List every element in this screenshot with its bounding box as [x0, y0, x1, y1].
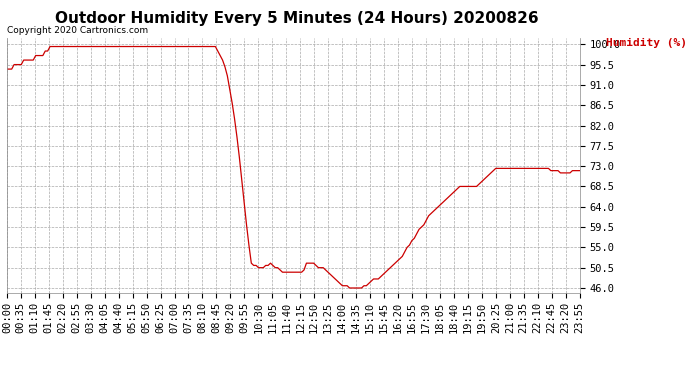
Text: Humidity (%): Humidity (%) [606, 38, 687, 48]
Text: Copyright 2020 Cartronics.com: Copyright 2020 Cartronics.com [7, 26, 148, 35]
Text: Outdoor Humidity Every 5 Minutes (24 Hours) 20200826: Outdoor Humidity Every 5 Minutes (24 Hou… [55, 11, 538, 26]
